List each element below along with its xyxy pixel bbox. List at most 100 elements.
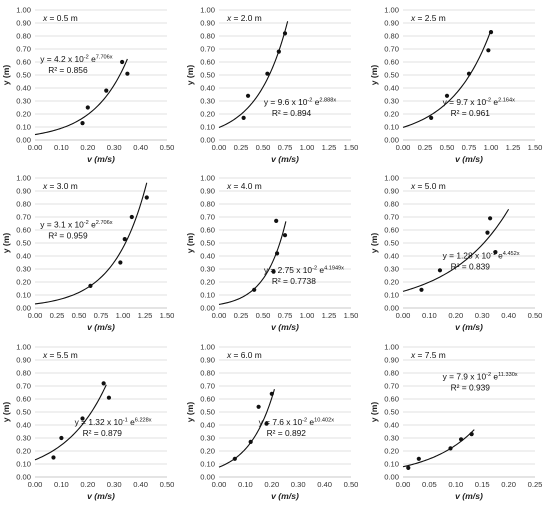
chart-panel: 0.00 0.10 0.20 0.30 0.40 0.50 0.60 0.70 0.80 0.90… — [1, 174, 174, 332]
x-tick-label: 0.25 — [234, 143, 249, 152]
x-tick-label: 1.50 — [344, 143, 359, 152]
x-tick-label: 1.50 — [344, 311, 359, 320]
x-tick-label: 0.20 — [264, 480, 279, 489]
x-tick-label: 0.00 — [212, 143, 227, 152]
x-tick-label: 0.40 — [501, 311, 516, 320]
trend-equation: y = 7.6 x 10-2 e10.402x — [259, 417, 335, 427]
y-tick-label: 0.90 — [384, 187, 399, 196]
y-tick-label: 0.30 — [384, 434, 399, 443]
y-tick-label: 0.90 — [200, 187, 215, 196]
y-tick-label: 0.00 — [384, 136, 399, 145]
x-tick-label: 0.75 — [462, 143, 477, 152]
y-tick-label: 0.30 — [16, 434, 31, 443]
y-tick-label: 0.70 — [200, 45, 215, 54]
y-tick-label: 0.20 — [200, 447, 215, 456]
y-tick-label: 0.30 — [384, 265, 399, 274]
trend-line — [34, 384, 107, 461]
y-tick-label: 0.40 — [384, 421, 399, 430]
data-point — [274, 251, 280, 256]
y-tick-label: 0.10 — [384, 123, 399, 132]
x-tick-label: 0.50 — [256, 143, 271, 152]
y-tick-label: 0.90 — [200, 356, 215, 365]
chart-panel: 0.00 0.10 0.20 0.30 0.40 0.50 0.60 0.70 0.80 0.90… — [185, 6, 358, 164]
x-axis-title: v (m/s) — [271, 154, 299, 164]
y-tick-label: 0.40 — [200, 84, 215, 93]
y-tick-label: 0.50 — [16, 408, 31, 417]
data-point — [488, 29, 494, 35]
data-point — [282, 31, 288, 36]
y-tick-label: 0.00 — [384, 473, 399, 482]
y-tick-label: 0.90 — [200, 19, 215, 28]
x-tick-label: 0.20 — [501, 480, 516, 489]
y-tick-label: 0.50 — [16, 71, 31, 80]
y-tick-label: 0.20 — [16, 110, 31, 119]
x-tick-label: 0.00 — [212, 480, 227, 489]
y-tick-label: 0.40 — [200, 421, 215, 430]
data-point — [448, 446, 453, 451]
x-tick-label: 0.05 — [422, 480, 437, 489]
y-tick-label: 0.00 — [16, 473, 31, 482]
trend-line — [218, 21, 289, 129]
trend-line — [402, 208, 510, 292]
x-tick-label: 0.00 — [396, 480, 411, 489]
x-tick-label: 1.00 — [484, 143, 499, 152]
x-tick-label: 0.25 — [528, 480, 543, 489]
chart-panel: 0.00 0.10 0.20 0.30 0.40 0.50 0.60 0.70 0.80 0.90… — [369, 343, 542, 501]
x-tick-label: 0.10 — [54, 480, 69, 489]
y-tick-label: 0.30 — [200, 434, 215, 443]
panel-label: x = 2.0 m — [226, 13, 262, 23]
y-tick-label: 0.10 — [200, 291, 215, 300]
x-tick-label: 0.50 — [72, 311, 87, 320]
x-tick-label: 0.30 — [475, 311, 490, 320]
y-tick-label: 0.20 — [384, 110, 399, 119]
r-squared-label: R² = 0.879 — [83, 428, 123, 438]
y-tick-label: 0.60 — [384, 58, 399, 67]
y-tick-label: 1.00 — [16, 6, 31, 15]
y-tick-label: 1.00 — [200, 6, 215, 15]
x-tick-label: 0.40 — [133, 143, 148, 152]
y-tick-label: 0.30 — [16, 265, 31, 274]
r-squared-label: R² = 0.961 — [451, 108, 491, 118]
x-tick-label: 0.00 — [28, 480, 43, 489]
y-tick-label: 0.40 — [16, 421, 31, 430]
y-axis-title: y (m) — [369, 402, 379, 423]
y-tick-label: 0.00 — [200, 473, 215, 482]
chart-panel: 0.00 0.10 0.20 0.30 0.40 0.50 0.60 0.70 0.80 0.90… — [1, 6, 174, 164]
x-tick-label: 0.75 — [278, 311, 293, 320]
y-tick-label: 0.90 — [384, 19, 399, 28]
x-tick-label: 0.50 — [344, 480, 359, 489]
data-point — [120, 59, 125, 65]
y-tick-label: 0.10 — [16, 460, 31, 469]
y-tick-label: 0.10 — [16, 291, 31, 300]
x-tick-label: 1.25 — [138, 311, 153, 320]
x-tick-label: 0.25 — [50, 311, 65, 320]
data-point — [486, 48, 491, 53]
y-tick-label: 0.00 — [16, 304, 31, 313]
data-point — [419, 287, 424, 292]
y-axis-title: y (m) — [185, 402, 195, 423]
y-tick-label: 1.00 — [16, 343, 31, 352]
y-tick-label: 0.80 — [200, 369, 215, 378]
chart-panel: 0.00 0.10 0.20 0.30 0.40 0.50 0.60 0.70 0.80 0.90… — [369, 174, 542, 332]
y-tick-label: 0.60 — [16, 226, 31, 235]
r-squared-label: R² = 0.7738 — [272, 276, 316, 286]
data-point — [276, 49, 281, 54]
trend-equation: y = 9.6 x 10-2 e2.888x — [264, 97, 337, 107]
panel-label: x = 7.5 m — [410, 350, 446, 360]
y-tick-label: 0.50 — [384, 408, 399, 417]
data-point — [232, 456, 237, 461]
x-axis-title: v (m/s) — [455, 491, 483, 501]
x-tick-label: 1.00 — [116, 311, 131, 320]
y-tick-label: 0.20 — [200, 278, 215, 287]
x-axis-title: v (m/s) — [271, 491, 299, 501]
r-squared-label: R² = 0.939 — [451, 383, 491, 393]
y-tick-label: 0.60 — [16, 395, 31, 404]
data-point — [125, 71, 130, 76]
y-tick-label: 0.80 — [384, 32, 399, 41]
x-tick-label: 0.00 — [28, 143, 43, 152]
trend-line — [402, 30, 492, 128]
trend-line — [218, 221, 287, 305]
y-tick-label: 0.70 — [16, 213, 31, 222]
y-axis-title: y (m) — [369, 233, 379, 254]
y-tick-label: 1.00 — [16, 174, 31, 183]
